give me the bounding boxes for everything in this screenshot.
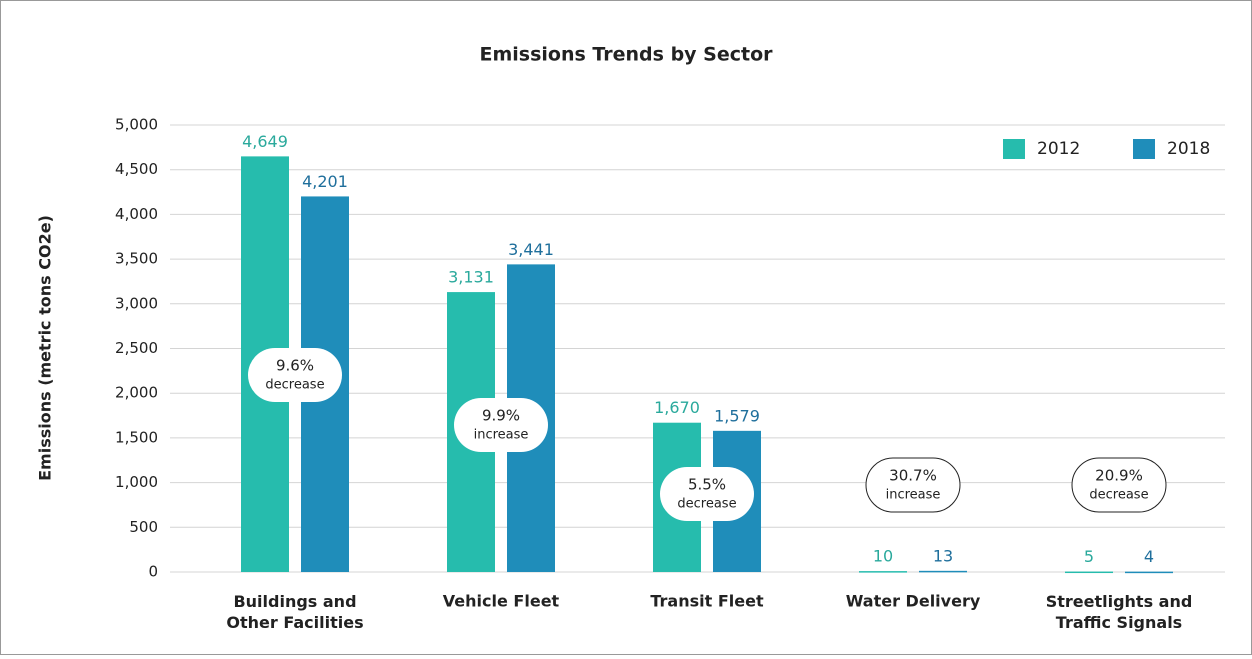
legend-swatch (1003, 139, 1025, 159)
annotation-value: 5.5% (688, 476, 726, 494)
value-label: 3,131 (448, 268, 494, 287)
bar (1125, 571, 1173, 574)
value-label: 4,201 (302, 172, 348, 191)
annotation-value: 20.9% (1095, 467, 1143, 485)
y-tick-label: 4,500 (115, 160, 158, 178)
y-tick-label: 4,000 (115, 205, 158, 223)
y-tick-label: 500 (129, 518, 158, 536)
annotation-value: 30.7% (889, 467, 937, 485)
chart-title: Emissions Trends by Sector (479, 44, 773, 66)
value-label: 4 (1144, 547, 1154, 566)
value-label: 13 (933, 546, 953, 565)
bar (859, 571, 907, 573)
annotation-bubble (865, 457, 961, 513)
bar (919, 570, 967, 573)
y-tick-label: 3,500 (115, 250, 158, 268)
value-label: 1,670 (654, 398, 700, 417)
annotation-text: decrease (1089, 488, 1148, 503)
annotation-bubble (660, 467, 754, 521)
y-tick-label: 2,500 (115, 339, 158, 357)
annotation-value: 9.6% (276, 357, 314, 375)
annotation-bubble (454, 398, 548, 452)
legend-label: 2018 (1167, 139, 1210, 159)
x-tick-label: Streetlights and Traffic Signals (1046, 592, 1193, 632)
value-label: 10 (873, 547, 893, 566)
annotation-bubble (248, 348, 342, 402)
annotation-value: 9.9% (482, 407, 520, 425)
y-tick-label: 1,000 (115, 473, 158, 491)
bar (1065, 571, 1113, 574)
annotation-text: increase (886, 488, 941, 503)
y-tick-label: 5,000 (115, 116, 158, 134)
value-label: 4,649 (242, 132, 288, 151)
value-label: 5 (1084, 547, 1094, 566)
annotation-text: decrease (265, 378, 324, 393)
x-tick-label: Vehicle Fleet (443, 592, 560, 611)
value-label: 1,579 (714, 406, 760, 425)
y-tick-label: 3,000 (115, 294, 158, 312)
legend-label: 2012 (1037, 139, 1080, 159)
y-tick-label: 1,500 (115, 428, 158, 446)
value-label: 3,441 (508, 240, 554, 259)
y-axis-label: Emissions (metric tons CO2e) (36, 215, 55, 481)
x-tick-label: Transit Fleet (650, 592, 764, 611)
x-tick-label: Buildings and Other Facilities (226, 592, 363, 632)
x-tick-label: Water Delivery (846, 592, 981, 611)
y-tick-label: 0 (148, 563, 158, 581)
annotation-text: increase (474, 428, 529, 443)
y-tick-label: 2,000 (115, 384, 158, 402)
annotation-bubble (1071, 457, 1167, 513)
legend-swatch (1133, 139, 1155, 159)
annotation-text: decrease (677, 497, 736, 512)
